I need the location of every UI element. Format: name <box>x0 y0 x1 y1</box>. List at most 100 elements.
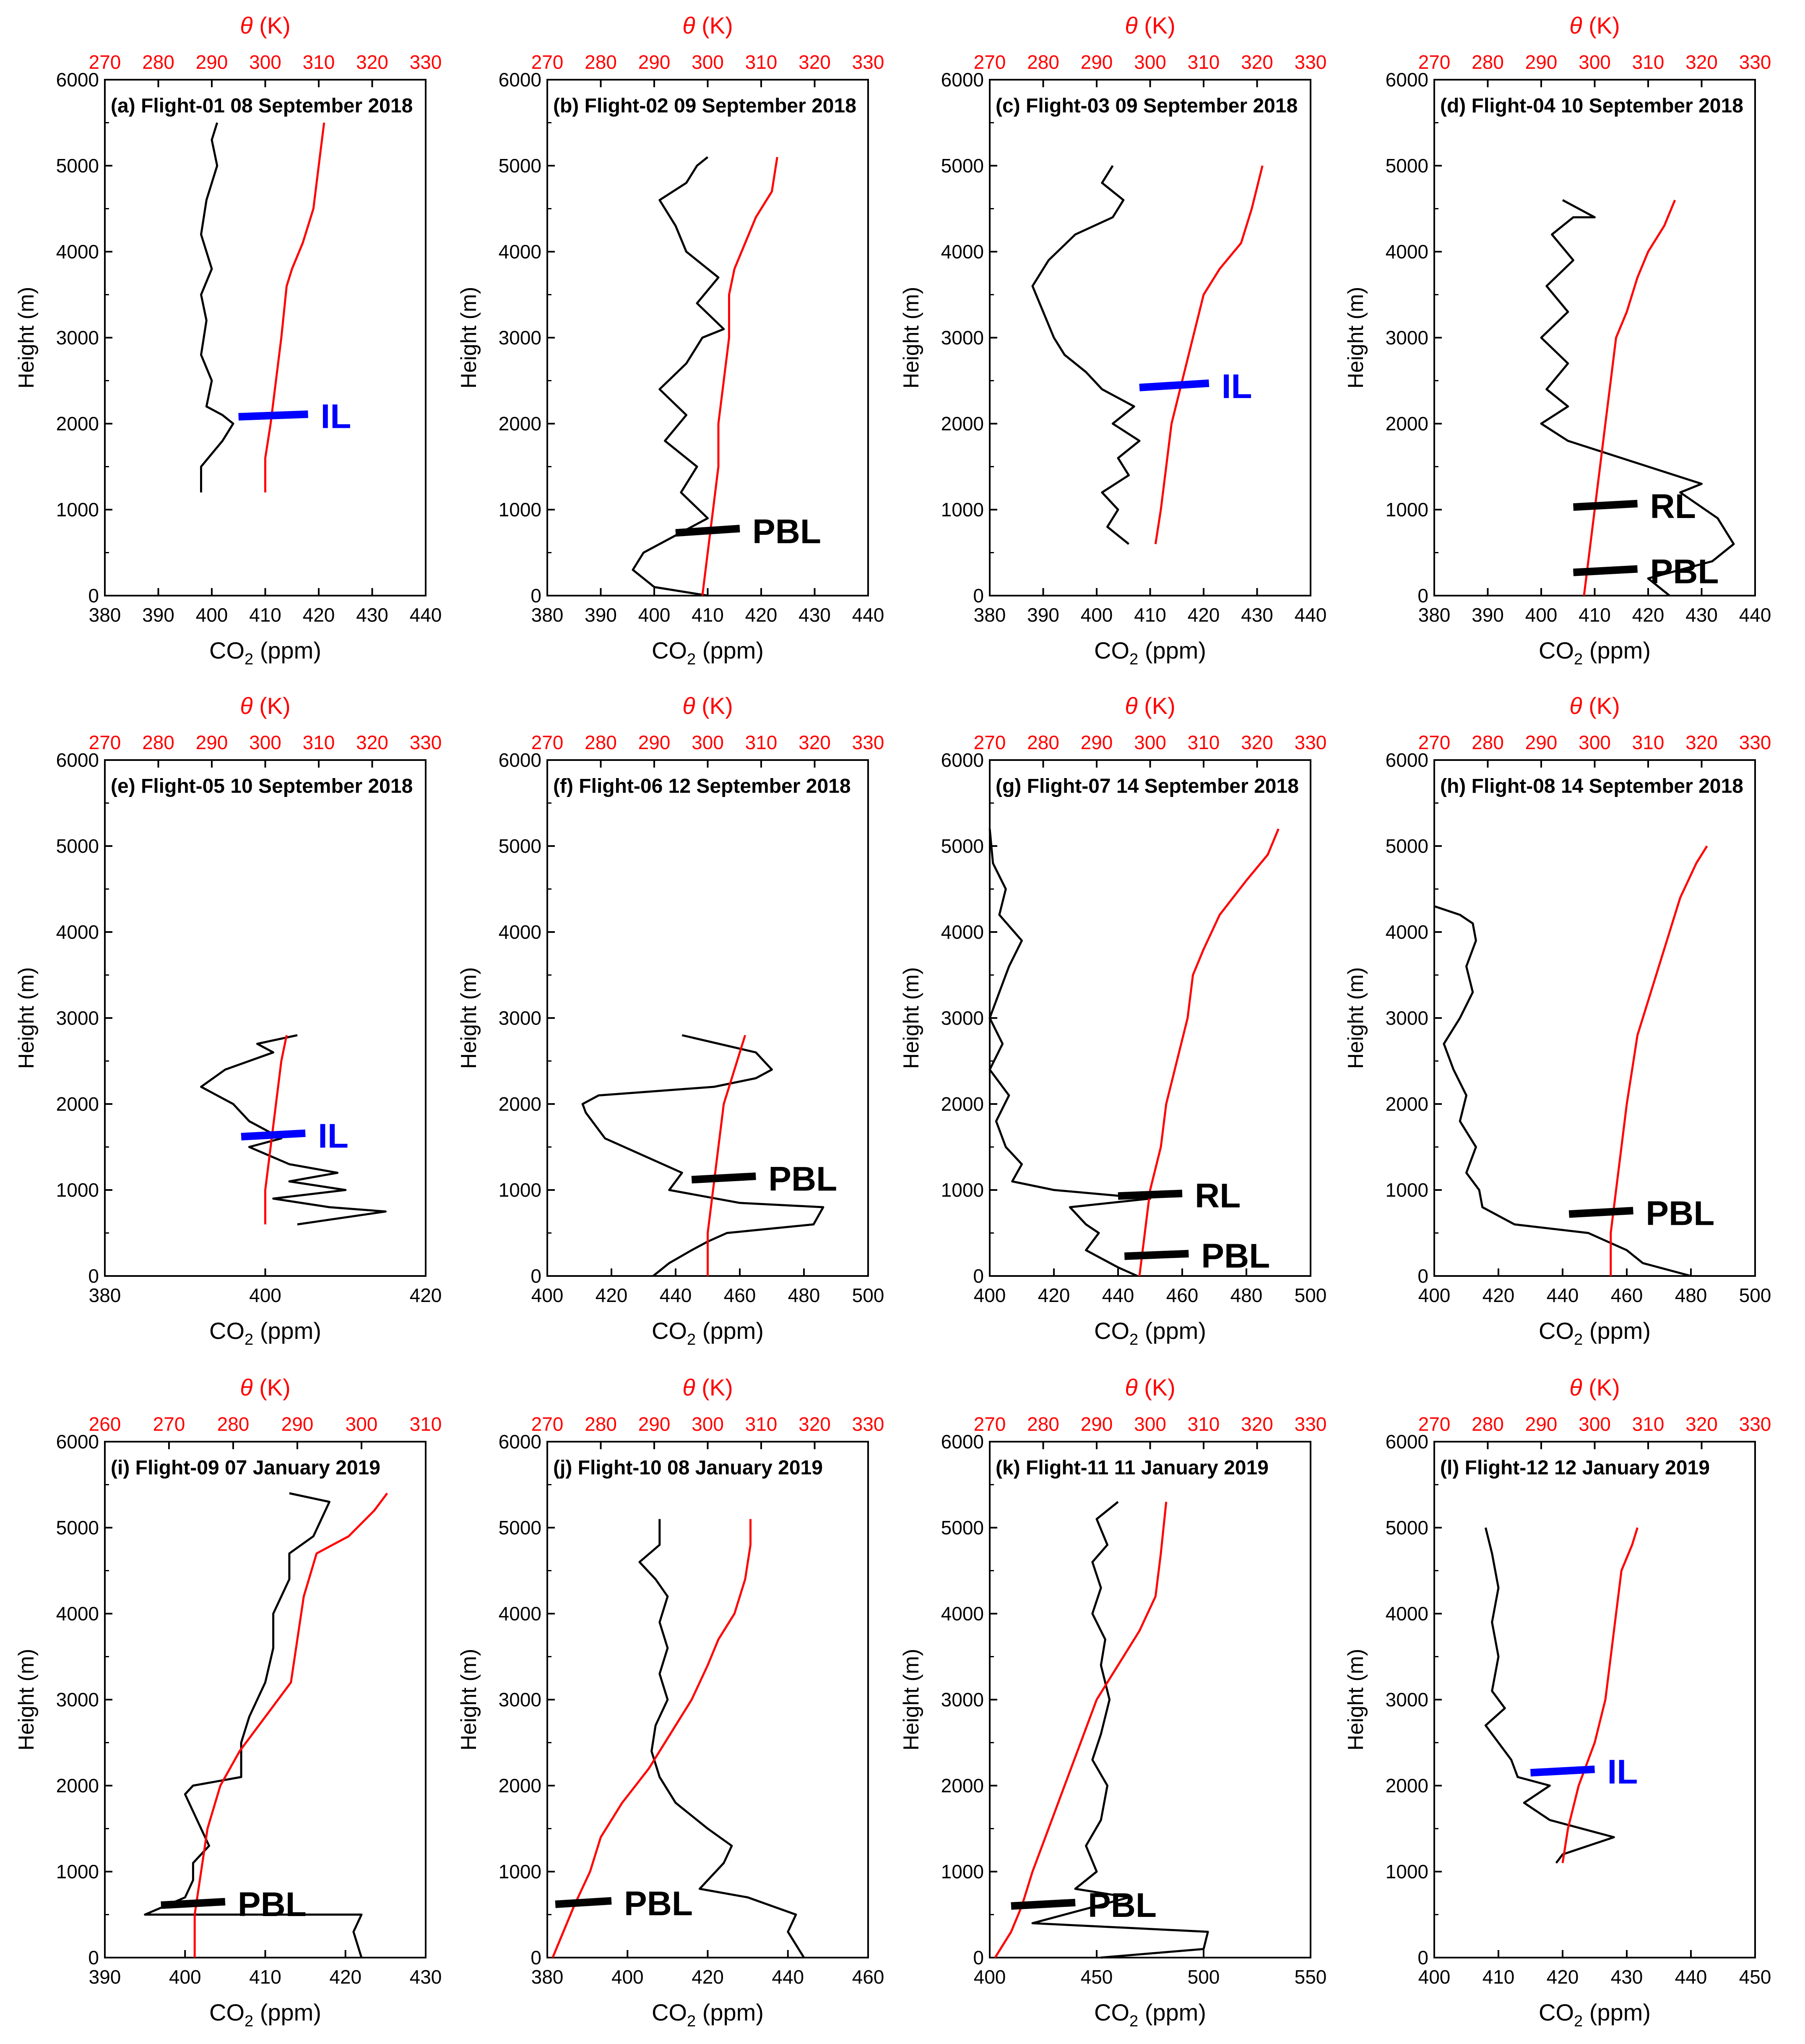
theta-tick-label: 290 <box>638 1413 671 1435</box>
y-axis-label: Height (m) <box>899 967 923 1069</box>
series-line-co2 <box>200 122 234 492</box>
theta-tick-label: 290 <box>1081 51 1113 73</box>
series-line-theta <box>264 1035 288 1224</box>
theta-axis-label: θ (K) <box>1569 1374 1620 1401</box>
theta-tick-label: 300 <box>1579 732 1611 753</box>
x-axis-label-tail: (ppm) <box>1583 1318 1651 1344</box>
y-tick-label: 1000 <box>941 499 984 521</box>
y-tick-label: 5000 <box>941 1517 984 1539</box>
theta-tick-label: 300 <box>1134 732 1166 753</box>
plot-frame <box>989 79 1311 596</box>
x-axis-label-tail: (ppm) <box>696 1318 764 1344</box>
y-tick-label: 4000 <box>56 1603 99 1625</box>
annotation-label-pbl: PBL <box>752 513 821 551</box>
y-tick-label: 5000 <box>56 155 99 177</box>
theta-tick-label: 280 <box>1027 51 1059 73</box>
annotation-mark-pbl <box>1568 1207 1633 1218</box>
theta-tick-label: 290 <box>1525 732 1558 753</box>
annotation-mark-rl <box>1573 500 1638 511</box>
panel-title: (h) Flight-08 14 September 2018 <box>1440 775 1743 797</box>
series-line-theta <box>264 122 325 492</box>
series-line-theta <box>1583 200 1676 596</box>
theta-tick-label: 270 <box>531 732 564 753</box>
chart-panel-7: 0 1000 2000 3000 4000 5000 6000 400 420 440 460 480… <box>899 693 1326 1349</box>
theta-tick-label: 320 <box>356 51 388 73</box>
x-tick-label: 440 <box>1295 604 1327 626</box>
y-tick-label: 0 <box>973 585 984 607</box>
theta-tick-label: 310 <box>745 51 778 73</box>
y-tick-label: 4000 <box>941 921 984 943</box>
y-tick-label: 3000 <box>499 1007 541 1029</box>
y-tick-label: 1000 <box>56 1861 99 1883</box>
x-axis-label: CO2 (ppm) <box>209 1999 321 2030</box>
x-tick-label: 500 <box>1295 1284 1327 1306</box>
theta-axis-label-symbol: θ <box>682 693 695 719</box>
x-axis-label-main: CO <box>209 1999 244 2026</box>
y-tick-label: 6000 <box>56 1431 99 1453</box>
y-tick-label: 1000 <box>499 1861 541 1883</box>
theta-tick-label: 290 <box>281 1413 314 1435</box>
x-axis-label-sub: 2 <box>1574 2013 1583 2030</box>
theta-tick-label: 270 <box>1418 1413 1451 1435</box>
x-axis-label-main: CO <box>1094 1999 1129 2026</box>
theta-tick-label: 330 <box>410 51 442 73</box>
annotation-mark-il <box>1530 1765 1595 1777</box>
theta-tick-label: 310 <box>1632 51 1665 73</box>
x-tick-label: 440 <box>1675 1966 1707 1988</box>
series-line-theta <box>1138 828 1280 1276</box>
y-tick-label: 3000 <box>56 1007 99 1029</box>
y-axis-label: Height (m) <box>899 1649 923 1751</box>
theta-axis-label-tail: (K) <box>1138 693 1176 719</box>
theta-tick-label: 270 <box>531 51 564 73</box>
y-tick-label: 5000 <box>499 835 541 857</box>
x-axis-label: CO2 (ppm) <box>652 1999 764 2030</box>
x-axis-label-sub: 2 <box>244 1331 253 1349</box>
chart-panel-1: 0 1000 2000 3000 4000 5000 6000 380 390 400 410 420… <box>14 12 442 668</box>
series-line-theta <box>1561 1527 1639 1863</box>
x-axis-label-main: CO <box>1539 637 1574 664</box>
panel-title: (f) Flight-06 12 September 2018 <box>553 775 851 797</box>
x-tick-label: 440 <box>660 1284 692 1306</box>
theta-tick-label: 290 <box>196 732 228 753</box>
x-axis-label-sub: 2 <box>1574 1331 1583 1349</box>
x-axis-label: CO2 (ppm) <box>1539 1318 1651 1349</box>
x-axis-label-tail: (ppm) <box>696 1999 764 2026</box>
annotation-label-il: IL <box>1222 367 1252 406</box>
y-axis-label: Height (m) <box>14 1649 39 1751</box>
theta-tick-label: 270 <box>974 732 1006 753</box>
y-tick-label: 5000 <box>1386 1517 1428 1539</box>
theta-axis-label: θ (K) <box>240 693 291 719</box>
chart-panel-11: 0 1000 2000 3000 4000 5000 6000 400 450 500 550 270… <box>899 1374 1326 2030</box>
y-tick-label: 2000 <box>941 1775 984 1797</box>
x-tick-label: 400 <box>611 1966 644 1988</box>
x-tick-label: 400 <box>169 1966 201 1988</box>
theta-tick-label: 280 <box>585 732 617 753</box>
theta-tick-label: 300 <box>692 51 724 73</box>
y-tick-label: 4000 <box>499 241 541 263</box>
panel-title: (c) Flight-03 09 September 2018 <box>996 95 1298 117</box>
x-axis-label-main: CO <box>209 637 244 664</box>
chart-panel-2: 0 1000 2000 3000 4000 5000 6000 380 390 400 410 420… <box>457 12 884 668</box>
theta-tick-label: 280 <box>1027 732 1059 753</box>
x-axis-label-sub: 2 <box>244 651 253 668</box>
annotation-label-rl: RL <box>1195 1177 1241 1215</box>
series-line-theta <box>193 1492 388 1958</box>
panel-title: (k) Flight-11 11 January 2019 <box>996 1457 1269 1479</box>
y-tick-label: 4000 <box>1386 921 1428 943</box>
x-axis-label-tail: (ppm) <box>1138 1999 1206 2026</box>
theta-tick-label: 320 <box>1685 732 1718 753</box>
theta-tick-label: 270 <box>974 51 1006 73</box>
theta-tick-label: 330 <box>1295 51 1327 73</box>
chart-panel-3: 0 1000 2000 3000 4000 5000 6000 380 390 400 410 420… <box>899 12 1326 668</box>
x-tick-label: 430 <box>798 604 831 626</box>
panel-title: (l) Flight-12 12 January 2019 <box>1440 1457 1710 1479</box>
x-axis-label-main: CO <box>1094 1318 1129 1344</box>
theta-axis-label-symbol: θ <box>1125 12 1137 39</box>
theta-tick-label: 310 <box>745 1413 778 1435</box>
y-tick-label: 2000 <box>56 1093 99 1115</box>
y-tick-label: 6000 <box>499 69 541 91</box>
y-tick-label: 3000 <box>941 327 984 349</box>
theta-tick-label: 280 <box>585 1413 617 1435</box>
y-tick-label: 1000 <box>56 499 99 521</box>
